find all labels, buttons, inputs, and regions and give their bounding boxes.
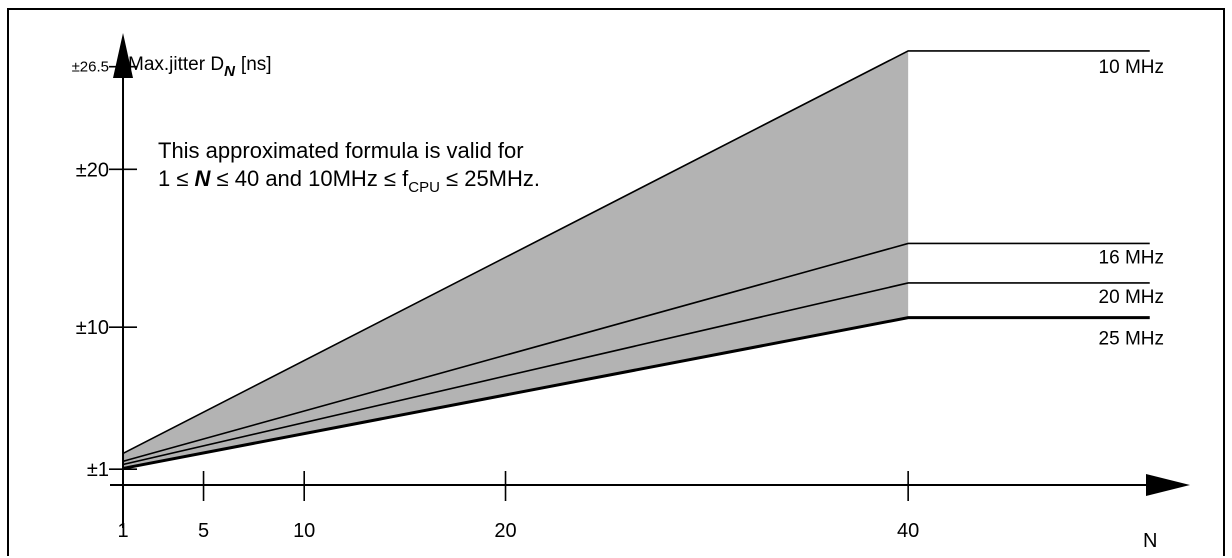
y-tick-label: ±26.5 [72, 59, 109, 76]
series-line-10-mhz [122, 50, 1150, 455]
y-axis-label: Max.jitter DN [ns] [128, 54, 272, 80]
series-line-16-mhz [122, 242, 1150, 463]
annotation-line-1: This approximated formula is valid for [158, 138, 524, 163]
annotation-sub-cpu: CPU [408, 179, 440, 196]
series-label-25-mhz: 25 MHz [1099, 329, 1164, 350]
series-labels: 10 MHz 16 MHz 20 MHz 25 MHz [1099, 57, 1164, 350]
y-ticks: ±1 ±10 ±20 ±26.5 [72, 59, 138, 481]
x-axis-arrow [1146, 474, 1190, 496]
annotation-var-n: N [195, 166, 212, 191]
x-tick-label: 5 [198, 520, 209, 542]
x-tick-label: 1 [117, 520, 128, 542]
y-tick-label: ±20 [76, 159, 109, 181]
y-axis-label-sub: N [224, 63, 236, 80]
x-ticks: 1 5 10 20 40 [117, 471, 919, 542]
x-tick-label: 20 [494, 520, 516, 542]
x-tick-label: 40 [897, 520, 919, 542]
annotation-line-2-post: ≤ 25MHz. [440, 166, 540, 191]
y-axis-label-main: Max.jitter D [128, 54, 224, 75]
annotation-line-2: 1 ≤ N ≤ 40 and 10MHz ≤ fCPU ≤ 25MHz. [158, 166, 540, 196]
series-lines [122, 50, 1150, 470]
annotation-line-2-mid: ≤ 40 and 10MHz ≤ f [210, 166, 409, 191]
y-axis-label-unit: [ns] [241, 54, 272, 75]
series-line-25-mhz [122, 316, 1150, 470]
series-line-20-mhz [122, 282, 1150, 466]
series-label-10-mhz: 10 MHz [1099, 57, 1164, 78]
jitter-range-shading [123, 50, 909, 469]
series-label-16-mhz: 16 MHz [1099, 247, 1164, 268]
y-tick-label: ±1 [87, 459, 109, 481]
annotation-line-2-pre: 1 ≤ [158, 166, 195, 191]
series-label-20-mhz: 20 MHz [1099, 287, 1164, 308]
chart-frame [7, 8, 1225, 556]
x-axis-label: N [1143, 530, 1157, 552]
x-tick-label: 10 [293, 520, 315, 542]
y-tick-label: ±10 [76, 317, 109, 339]
